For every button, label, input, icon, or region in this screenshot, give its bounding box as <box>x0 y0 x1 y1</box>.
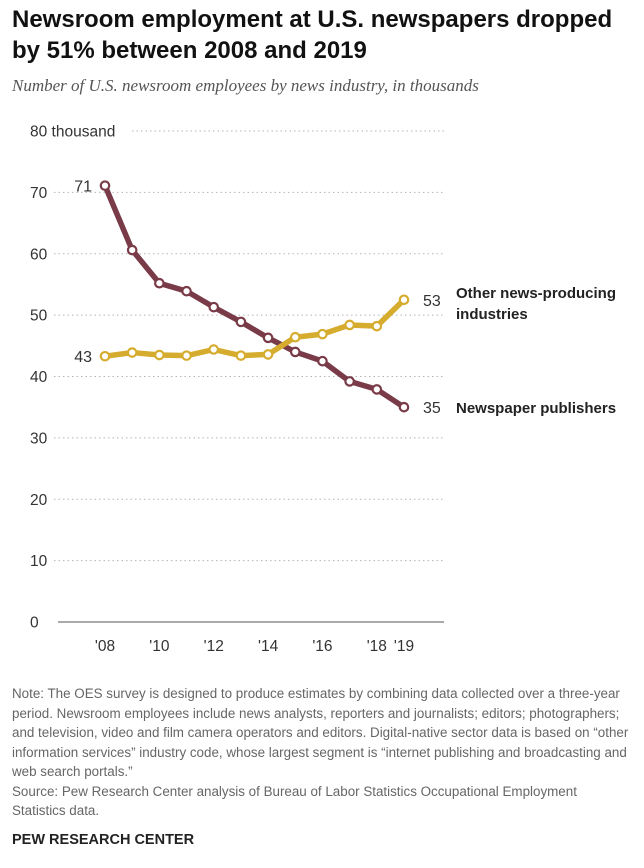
data-point <box>344 376 355 387</box>
chart-subtitle: Number of U.S. newsroom employees by new… <box>12 76 479 95</box>
y-tick-label: 0 <box>30 615 39 632</box>
y-tick-label: 50 <box>30 308 48 325</box>
series-name-label: Other news-producing <box>456 285 616 302</box>
end-value-label: 35 <box>423 400 441 417</box>
y-tick-label: 20 <box>30 492 48 509</box>
y-tick-label: 60 <box>30 246 48 263</box>
data-point <box>126 244 138 256</box>
data-point <box>371 320 383 332</box>
data-point <box>371 384 383 395</box>
x-tick-label: '18 <box>367 638 387 655</box>
data-labels: 71 35 Newspaper publishers 43 53 Other news-p… <box>74 179 616 418</box>
data-point <box>154 277 165 289</box>
y-tick-label: 30 <box>30 430 48 447</box>
data-point <box>208 344 220 355</box>
note-text: Note: The OES survey is designed to prod… <box>12 686 629 779</box>
y-tick-label: 40 <box>30 369 48 386</box>
x-tick-label: '14 <box>258 638 279 655</box>
x-tick-label: '19 <box>394 638 414 655</box>
data-point <box>99 350 111 362</box>
chart-title: Newsroom employment at U.S. newspapers d… <box>12 6 613 64</box>
x-tick-label: '16 <box>312 638 332 655</box>
y-tick-label: 80 thousand <box>30 124 115 141</box>
data-point <box>154 349 165 361</box>
data-point <box>289 331 301 343</box>
start-value-label: 71 <box>74 179 92 196</box>
data-point <box>398 294 410 306</box>
end-value-label: 53 <box>423 293 441 310</box>
data-point <box>317 355 328 367</box>
data-point <box>289 346 301 358</box>
y-tick-label: 70 <box>30 185 48 202</box>
data-point <box>262 349 274 360</box>
data-point <box>126 347 138 358</box>
data-point <box>235 316 247 328</box>
data-point <box>317 328 328 340</box>
y-axis-ticks: 0 10 20 30 40 50 60 70 80 thousand <box>30 124 115 632</box>
x-tick-label: '10 <box>149 638 170 655</box>
data-point <box>181 350 192 361</box>
series-name-label: industries <box>456 306 528 323</box>
data-point <box>344 319 355 331</box>
data-point <box>99 180 111 191</box>
start-value-label: 43 <box>74 349 92 366</box>
source-text: Source: Pew Research Center analysis of … <box>12 783 577 819</box>
chart-note: Note: The OES survey is designed to prod… <box>12 684 634 821</box>
data-point <box>262 332 274 344</box>
series-name-label: Newspaper publishers <box>456 400 616 417</box>
gridlines <box>54 130 444 623</box>
x-tick-label: '12 <box>204 638 224 655</box>
publisher-logo: PEW RESEARCH CENTER <box>12 832 195 848</box>
x-axis-ticks: '08 '10 '12 '14 '16 '18 '19 <box>95 638 414 655</box>
data-point <box>181 285 192 297</box>
x-tick-label: '08 <box>95 638 115 655</box>
data-point <box>235 350 247 361</box>
data-point <box>398 401 410 413</box>
data-point <box>208 301 220 313</box>
series-lines <box>99 180 410 413</box>
series-line-newspaper-publishers <box>102 182 407 410</box>
y-tick-label: 10 <box>30 553 48 570</box>
